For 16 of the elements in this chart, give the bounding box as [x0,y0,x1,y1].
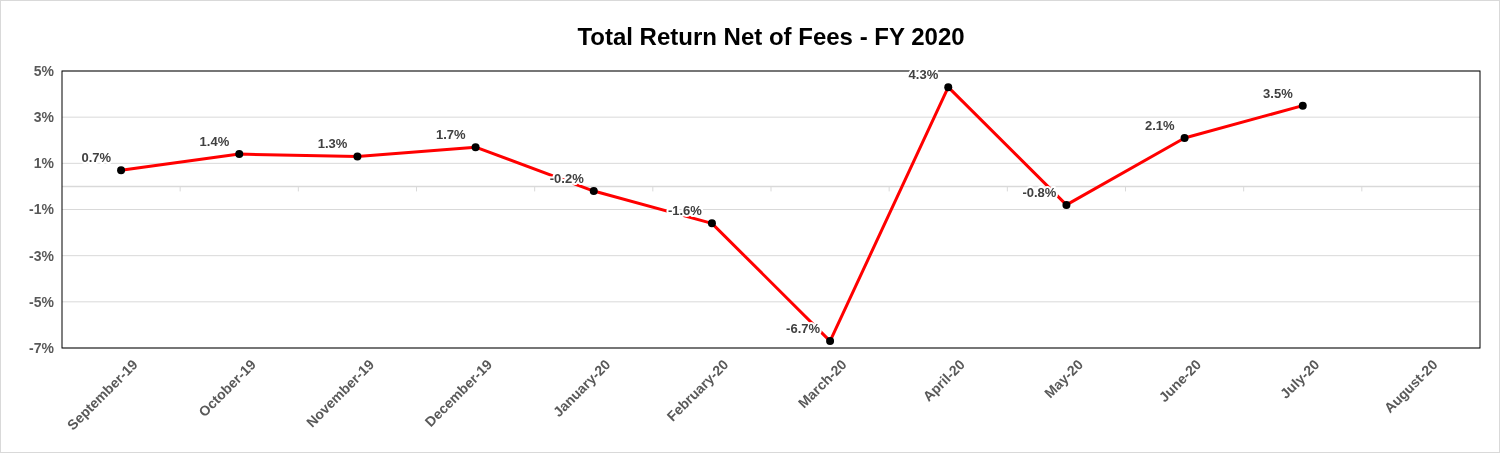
data-label: 2.1% [1144,117,1176,133]
data-label: 1.7% [435,127,467,143]
data-label: -1.6% [667,203,703,219]
data-label: 1.3% [317,136,348,152]
data-label: 3.5% [1263,85,1294,101]
data-label: 1.4% [199,134,230,150]
chart-title: Total Return Net of Fees - FY 2020 [577,23,965,50]
data-label: 4.3% [908,67,939,83]
y-tick-label: -3% [29,247,55,264]
y-tick-label: -1% [29,201,55,218]
y-tick-label: 5% [33,62,55,79]
data-label: 0.7% [81,150,112,166]
y-tick-label: 3% [33,109,55,126]
y-tick-label: 1% [33,155,55,172]
y-tick-label: -7% [29,339,55,356]
y-tick-label: -5% [29,293,55,310]
